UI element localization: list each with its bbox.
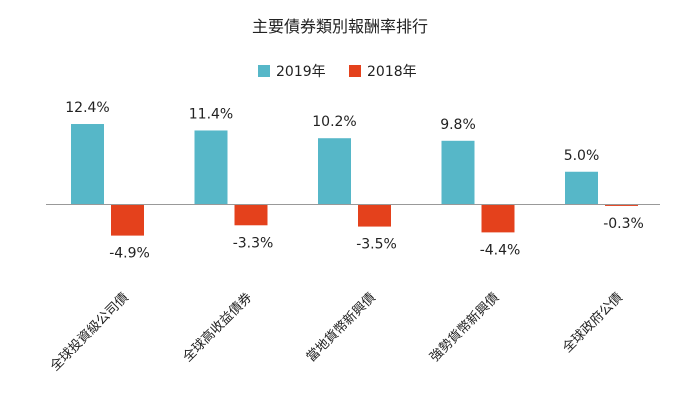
value-label-2019-2: 10.2% xyxy=(312,114,356,130)
value-label-2019-3: 9.8% xyxy=(440,117,476,133)
bar-2019-2 xyxy=(318,138,351,204)
bar-2019-0 xyxy=(71,124,104,204)
legend-label-2019: 2019年 xyxy=(276,64,326,80)
value-label-2018-4: -0.3% xyxy=(603,216,644,232)
category-label-2: 當地貨幣新興債 xyxy=(303,290,379,366)
value-labels-layer: 12.4% -4.9% 11.4% -3.3% 10.2% -3.5% 9.8% -4.4% 5… xyxy=(65,100,644,262)
legend-swatch-2019 xyxy=(258,65,270,77)
category-label-3: 強勢貨幣新興債 xyxy=(427,290,503,366)
bar-2019-3 xyxy=(441,140,475,204)
bar-2019-1 xyxy=(194,130,228,204)
bar-2018-1 xyxy=(234,204,268,226)
value-label-2018-1: -3.3% xyxy=(233,235,274,251)
value-label-2018-2: -3.5% xyxy=(356,237,397,253)
chart-title: 主要債券類別報酬率排行 xyxy=(252,17,428,36)
legend-swatch-2018 xyxy=(349,65,361,77)
bar-2018-3 xyxy=(481,204,515,233)
value-label-2019-1: 11.4% xyxy=(189,106,233,122)
category-label-4: 全球政府公債 xyxy=(559,290,625,356)
value-label-2018-0: -4.9% xyxy=(109,246,150,262)
value-label-2019-0: 12.4% xyxy=(65,100,109,116)
bars-layer xyxy=(71,124,638,236)
legend: 2019年 2018年 xyxy=(258,64,417,80)
value-label-2019-4: 5.0% xyxy=(564,148,600,164)
category-label-1: 全球高收益債券 xyxy=(180,290,256,366)
value-label-2018-3: -4.4% xyxy=(480,242,521,258)
bar-2019-4 xyxy=(565,171,598,204)
bar-2018-2 xyxy=(358,204,391,227)
bar-2018-0 xyxy=(111,204,144,236)
category-labels-layer: 全球投資級公司債 全球高收益債券 當地貨幣新興債 強勢貨幣新興債 全球政府公債 xyxy=(47,290,626,375)
legend-label-2018: 2018年 xyxy=(367,64,417,80)
category-label-0: 全球投資級公司債 xyxy=(47,290,132,375)
